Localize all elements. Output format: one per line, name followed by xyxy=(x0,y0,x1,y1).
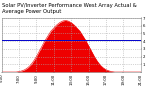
Text: Solar PV/Inverter Performance West Array Actual & Average Power Output: Solar PV/Inverter Performance West Array… xyxy=(2,3,136,14)
